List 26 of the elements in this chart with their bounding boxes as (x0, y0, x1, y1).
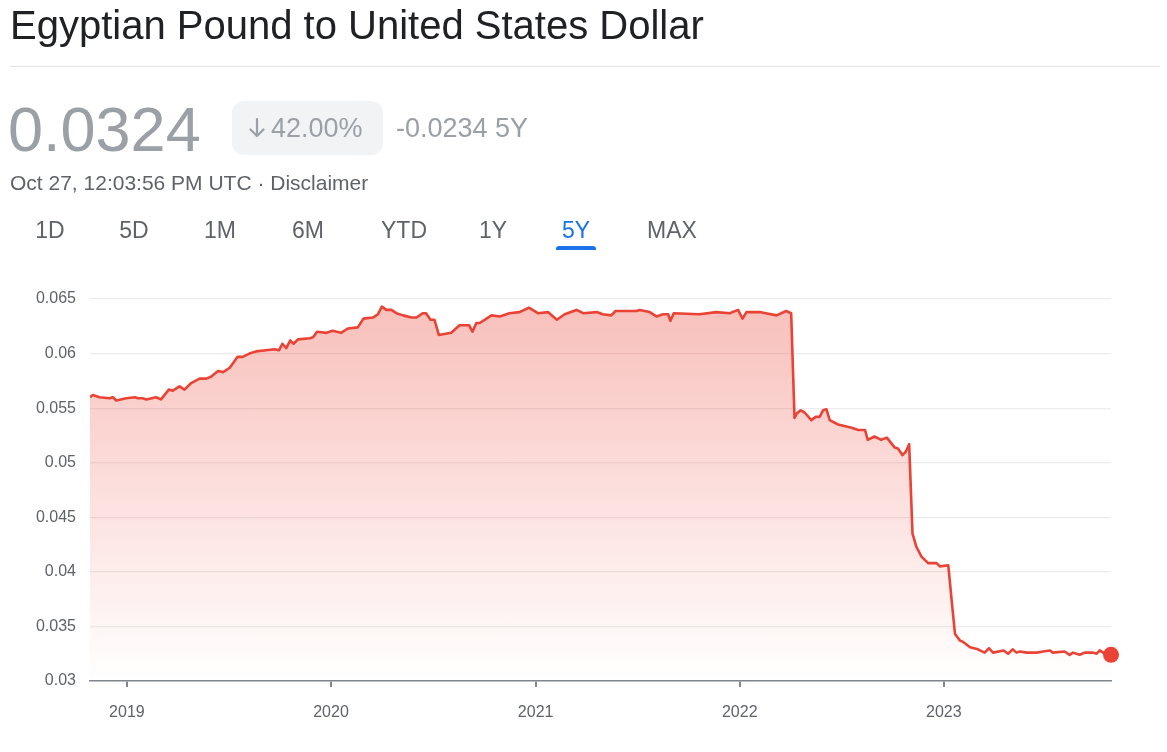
x-tick-label: 2022 (721, 703, 758, 721)
x-tick-label: 2023 (926, 703, 962, 721)
chart-title: Egyptian Pound to United States Dollar (10, 2, 704, 49)
y-tick-label: 0.04 (44, 562, 77, 580)
text: 1D (35, 216, 65, 245)
text: 1M (204, 216, 236, 245)
text: Oct 27, 12:03:56 PM UTC · Disclaimer (10, 171, 369, 195)
y-tick-label: 0.06 (44, 343, 77, 361)
text: YTD (381, 216, 427, 245)
text: 5Y (561, 216, 591, 245)
x-tick-label: 2020 (313, 703, 349, 721)
text: 0.0324 (8, 93, 201, 165)
text: 5D (119, 216, 149, 245)
text: 42.00% (271, 112, 363, 144)
y-tick-label: 0.035 (35, 616, 77, 634)
y-tick-label: 0.03 (44, 671, 77, 689)
text: -0.0234 5Y (396, 112, 529, 144)
text: 6M (292, 216, 324, 245)
y-tick-label: 0.05 (44, 453, 77, 471)
y-tick-label: 0.065 (35, 289, 77, 307)
x-tick-label: 2021 (517, 703, 554, 721)
text: 1Y (478, 216, 508, 245)
y-tick-label: 0.055 (35, 398, 77, 416)
x-tick-label: 2019 (109, 703, 145, 721)
text: MAX (647, 216, 697, 245)
y-tick-label: 0.045 (35, 507, 77, 525)
